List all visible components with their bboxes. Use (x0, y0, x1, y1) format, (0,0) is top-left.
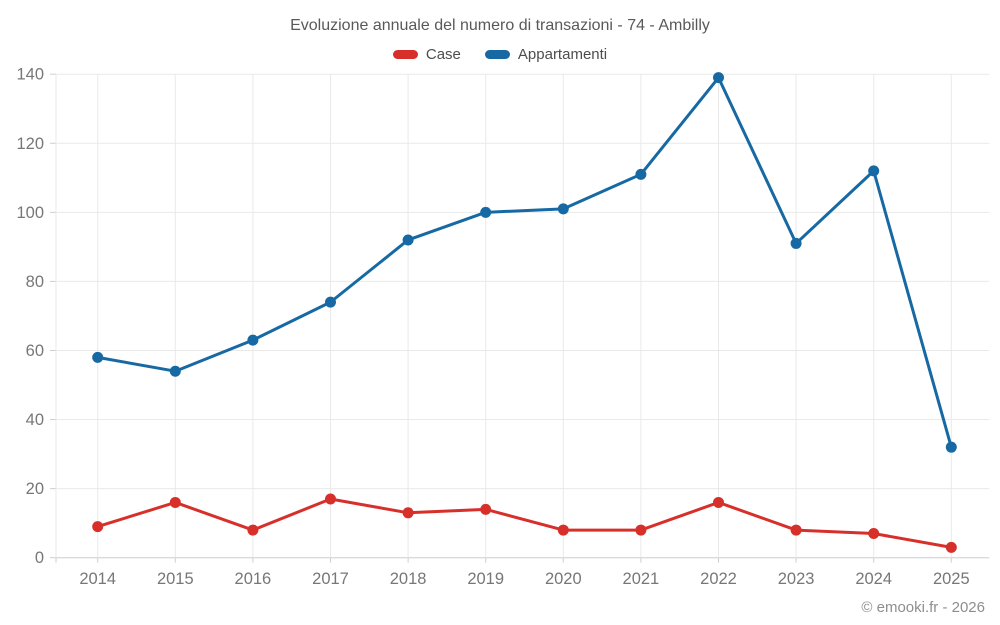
case-point-2022[interactable] (713, 496, 724, 508)
y-axis-label-40: 40 (26, 411, 44, 429)
appartamenti-point-2016[interactable] (247, 334, 259, 346)
legend-label-case: Case (425, 46, 461, 63)
case-point-2017[interactable] (325, 493, 336, 505)
appartamenti-point-2019[interactable] (480, 206, 492, 218)
legend-item-case: Case (392, 46, 461, 63)
case-point-2020[interactable] (557, 524, 569, 536)
case-point-2014[interactable] (92, 521, 104, 533)
appartamenti-point-2017[interactable] (325, 296, 336, 308)
x-axis-label-2023: 2023 (778, 570, 815, 588)
appartamenti-point-2020[interactable] (557, 203, 569, 215)
case-point-2016[interactable] (247, 524, 259, 536)
x-axis-label-2022: 2022 (700, 570, 737, 588)
y-axis-label-20: 20 (26, 480, 44, 498)
case-line (96, 497, 953, 549)
appartamenti-point-2014[interactable] (92, 351, 104, 363)
y-axis-label-100: 100 (16, 204, 44, 222)
case-point-2021[interactable] (635, 524, 647, 536)
case-point-2023[interactable] (790, 524, 802, 536)
appartamenti-point-2015[interactable] (169, 365, 181, 377)
appartamenti-point-2021[interactable] (635, 168, 647, 180)
legend-label-appartamenti: Appartamenti (517, 46, 608, 63)
y-axis-label-80: 80 (26, 273, 44, 291)
x-axis-label-2015: 2015 (157, 570, 194, 588)
case-series-swatch-icon (392, 50, 418, 59)
x-axis-label-2021: 2021 (623, 570, 660, 588)
y-axis-label-120: 120 (16, 135, 44, 153)
x-axis-label-2025: 2025 (933, 570, 970, 588)
case-point-2018[interactable] (402, 507, 414, 519)
appartamenti-point-2025[interactable] (945, 441, 957, 453)
case-point-2015[interactable] (169, 496, 181, 508)
footer-credit: © emooki.fr - 2026 (861, 599, 985, 616)
appartamenti-point-2018[interactable] (402, 234, 414, 246)
appartamenti-line (96, 76, 953, 449)
appartamenti-point-2023[interactable] (790, 237, 802, 249)
x-axis-label-2016: 2016 (235, 570, 272, 588)
x-axis-label-2020: 2020 (545, 570, 582, 588)
x-axis-label-2018: 2018 (390, 570, 427, 588)
case-point-2025[interactable] (945, 541, 957, 553)
case-point-2019[interactable] (480, 503, 492, 515)
chart-title: Evoluzione annuale del numero di transaz… (290, 17, 710, 34)
y-axis-label-140: 140 (16, 66, 44, 84)
x-axis-label-2024: 2024 (855, 570, 892, 588)
y-axis-label-0: 0 (35, 549, 44, 567)
chart-legend: Case Appartamenti (0, 46, 1000, 63)
appartamenti-point-2022[interactable] (713, 72, 724, 84)
legend-item-appartamenti: Appartamenti (484, 46, 608, 63)
y-axis-label-60: 60 (26, 342, 44, 360)
appartamenti-point-2024[interactable] (868, 165, 880, 177)
x-axis-label-2014: 2014 (79, 570, 116, 588)
case-point-2024[interactable] (868, 528, 880, 540)
x-axis-label-2019: 2019 (467, 570, 504, 588)
x-axis-label-2017: 2017 (312, 570, 349, 588)
appartamenti-series-swatch-icon (484, 50, 510, 59)
